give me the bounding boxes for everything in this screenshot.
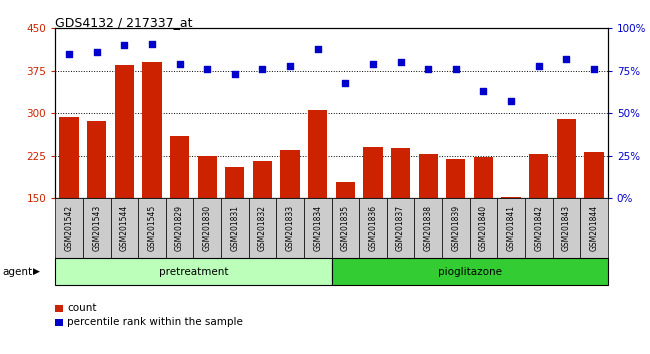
Text: count: count: [67, 303, 96, 313]
Bar: [584, 152, 604, 283]
Point: [174, 61, 185, 67]
Point: [589, 66, 599, 72]
Text: GSM201834: GSM201834: [313, 205, 322, 251]
Text: GSM201841: GSM201841: [506, 205, 515, 251]
Text: GSM201833: GSM201833: [285, 205, 294, 251]
Point: [202, 66, 213, 72]
Bar: [87, 121, 107, 283]
Bar: [446, 159, 465, 283]
Bar: [225, 167, 244, 283]
Point: [313, 46, 323, 52]
Point: [257, 66, 268, 72]
Text: GSM201542: GSM201542: [64, 205, 73, 251]
Bar: [59, 117, 79, 283]
Text: GSM201543: GSM201543: [92, 205, 101, 251]
Text: agent: agent: [2, 267, 32, 277]
Point: [147, 41, 157, 46]
Bar: [335, 182, 355, 283]
Point: [395, 59, 406, 65]
Text: GSM201837: GSM201837: [396, 205, 405, 251]
Point: [561, 56, 571, 62]
Bar: [363, 147, 383, 283]
Text: GSM201840: GSM201840: [479, 205, 488, 251]
Point: [450, 66, 461, 72]
Point: [368, 61, 378, 67]
Bar: [114, 65, 134, 283]
Bar: [198, 156, 217, 283]
Point: [506, 98, 516, 104]
Text: ▶: ▶: [32, 267, 40, 276]
Bar: [501, 196, 521, 283]
Text: GSM201842: GSM201842: [534, 205, 543, 251]
Bar: [474, 157, 493, 283]
Bar: [556, 119, 576, 283]
Text: pretreatment: pretreatment: [159, 267, 228, 277]
Text: percentile rank within the sample: percentile rank within the sample: [67, 317, 243, 327]
Text: GSM201545: GSM201545: [148, 205, 157, 251]
Text: GSM201831: GSM201831: [230, 205, 239, 251]
Text: GDS4132 / 217337_at: GDS4132 / 217337_at: [55, 16, 193, 29]
Point: [478, 88, 489, 94]
Point: [423, 66, 434, 72]
Bar: [142, 62, 162, 283]
Text: GSM201830: GSM201830: [203, 205, 212, 251]
Bar: [529, 154, 549, 283]
Bar: [253, 161, 272, 283]
Text: GSM201835: GSM201835: [341, 205, 350, 251]
Point: [534, 63, 544, 69]
Text: GSM201836: GSM201836: [369, 205, 378, 251]
Bar: [170, 136, 189, 283]
Point: [340, 80, 350, 86]
Bar: [391, 148, 410, 283]
Text: GSM201829: GSM201829: [175, 205, 184, 251]
Bar: [419, 154, 438, 283]
Point: [64, 51, 74, 57]
Text: GSM201838: GSM201838: [424, 205, 433, 251]
Point: [229, 72, 240, 77]
Text: GSM201844: GSM201844: [590, 205, 599, 251]
Bar: [280, 150, 300, 283]
Point: [119, 42, 129, 48]
Point: [285, 63, 295, 69]
Text: GSM201544: GSM201544: [120, 205, 129, 251]
Text: GSM201843: GSM201843: [562, 205, 571, 251]
Bar: [308, 110, 328, 283]
Point: [92, 49, 102, 55]
Text: pioglitazone: pioglitazone: [437, 267, 502, 277]
Text: GSM201839: GSM201839: [451, 205, 460, 251]
Text: GSM201832: GSM201832: [258, 205, 267, 251]
